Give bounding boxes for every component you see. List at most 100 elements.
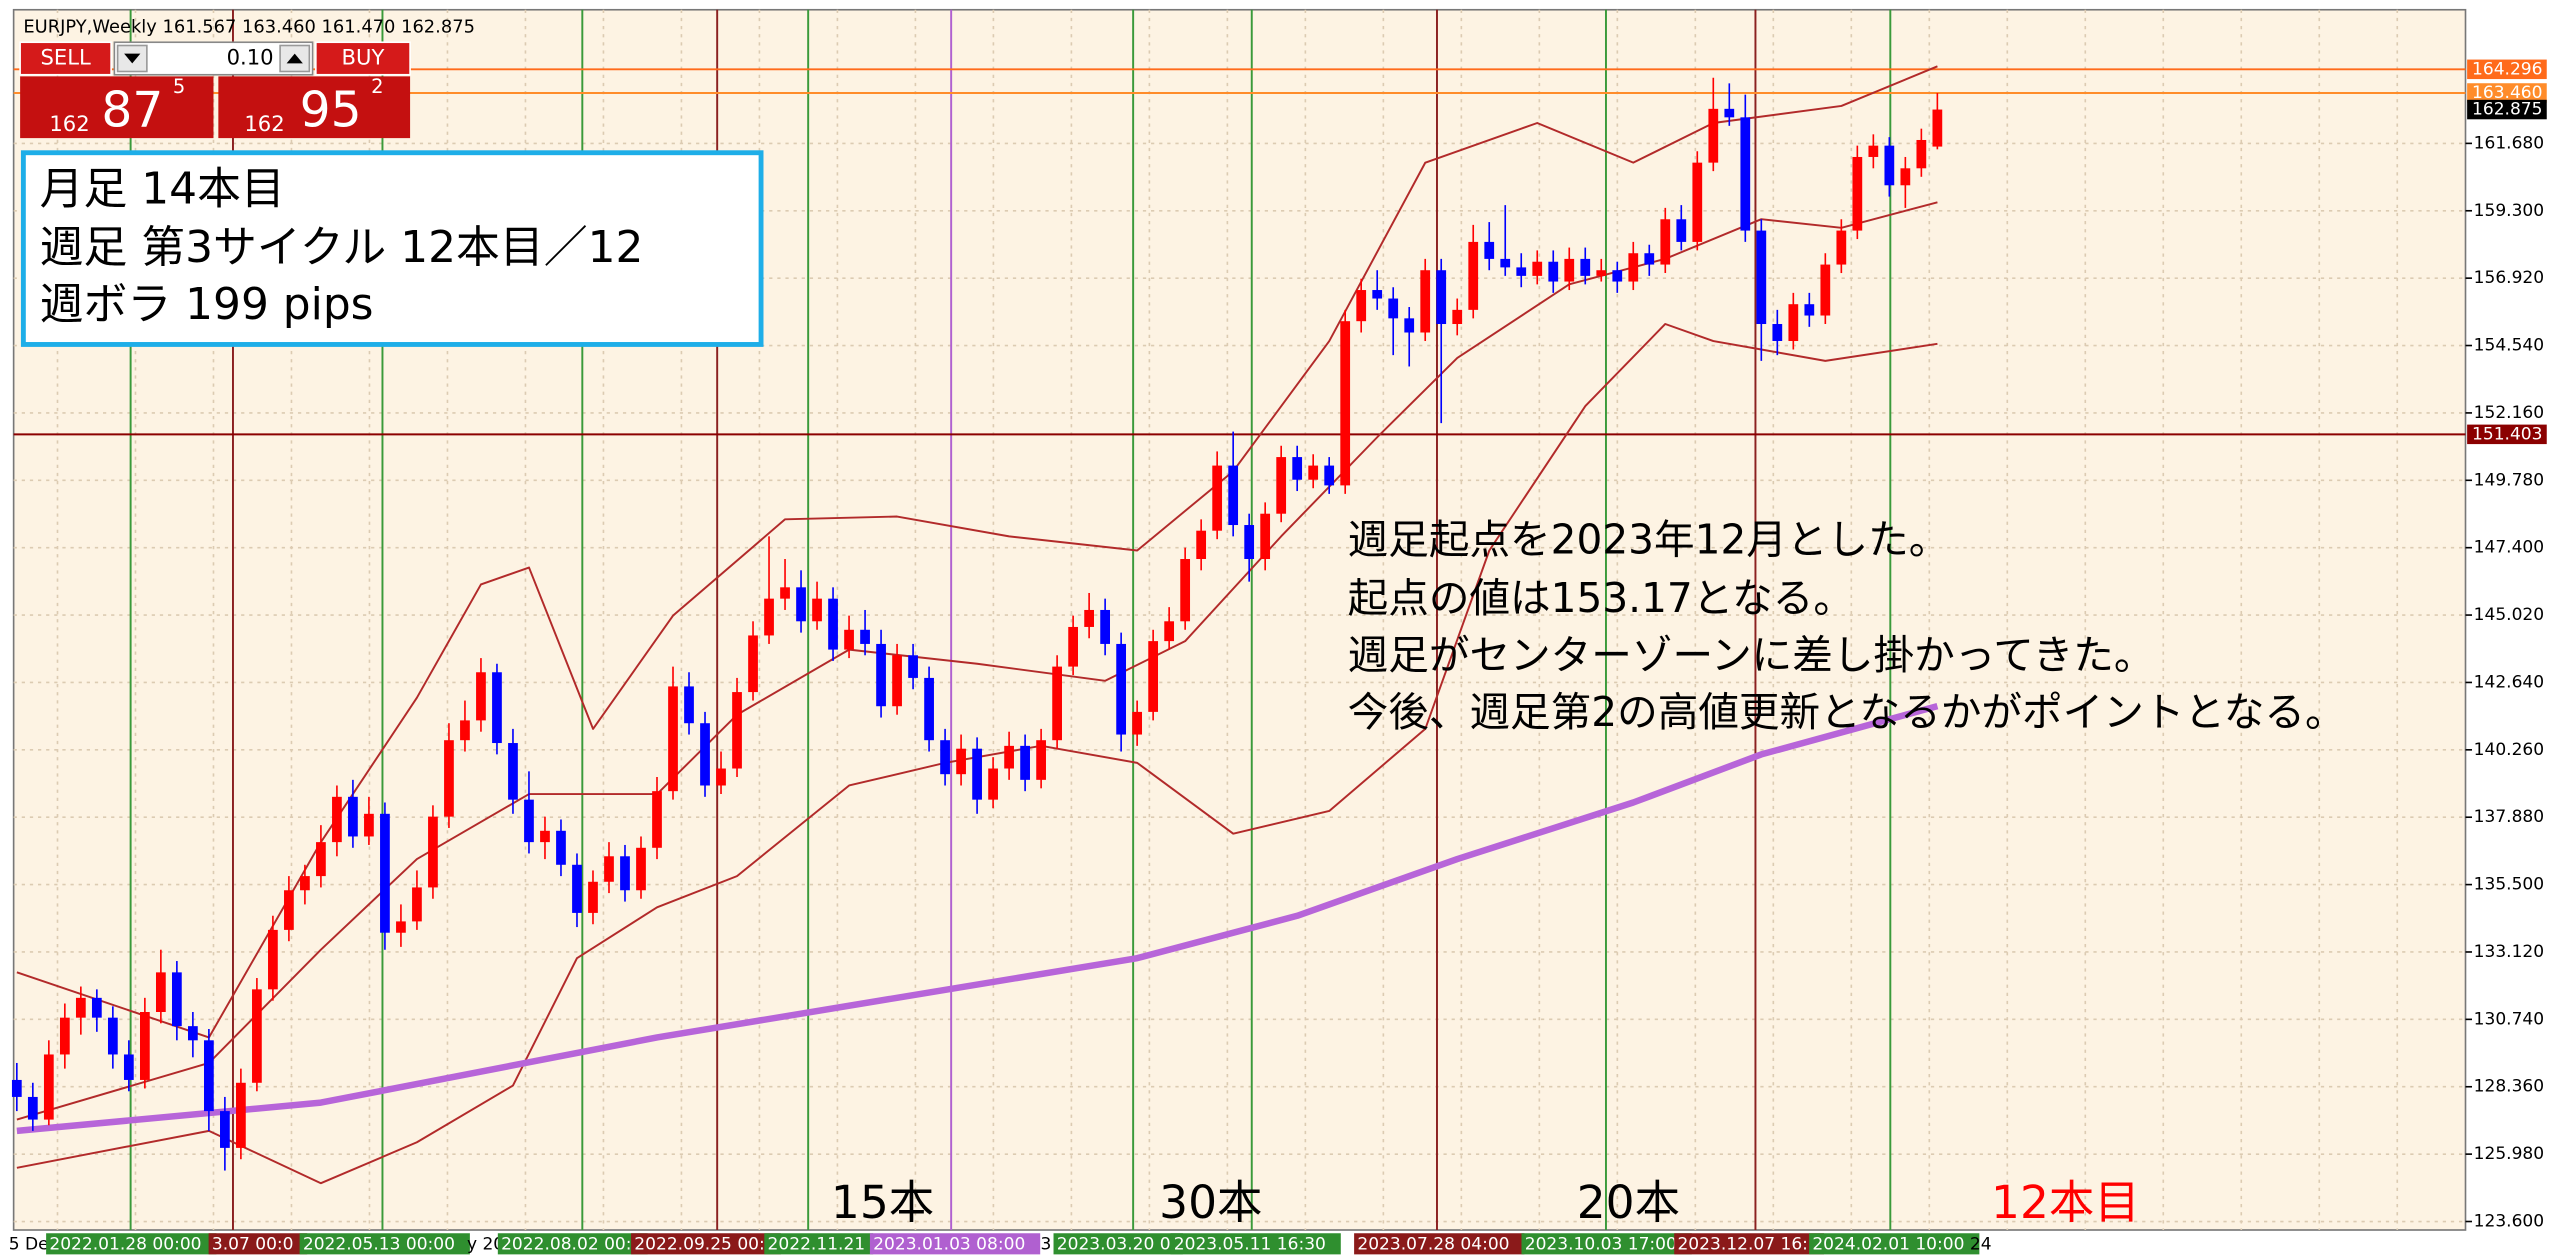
candle-body: [1804, 304, 1815, 316]
time-label-bg: [497, 1233, 648, 1255]
ask-big: 162: [244, 111, 284, 136]
candle-body: [1148, 641, 1159, 712]
time-label-bg: [299, 1233, 470, 1255]
candle-body: [188, 1026, 198, 1041]
candle-body: [204, 1040, 214, 1112]
candle-body: [1500, 258, 1511, 268]
candle-body: [1692, 162, 1703, 242]
candle-body: [1708, 108, 1719, 163]
candle-body: [284, 890, 294, 930]
candle-body: [1036, 740, 1046, 780]
price-label: 151.403: [2472, 424, 2543, 444]
y-tick-label: 135.500: [2474, 875, 2545, 895]
candle-body: [1276, 457, 1287, 514]
y-tick-label: 133.120: [2474, 942, 2545, 962]
y-tick-label: 154.540: [2474, 336, 2545, 356]
ask-pips: 95: [300, 83, 362, 139]
time-label: 24: [1970, 1235, 1992, 1255]
candle-body: [620, 856, 630, 891]
candle-body: [91, 997, 102, 1018]
indicator-line: [16, 65, 1938, 1039]
candle-body: [364, 813, 374, 837]
candle-body: [1356, 290, 1367, 322]
candle-body: [1756, 230, 1767, 325]
candle-body: [1164, 621, 1175, 642]
candle-body: [508, 743, 518, 800]
candle-body: [540, 830, 550, 843]
candle-body: [908, 655, 918, 678]
candle-body: [1852, 156, 1863, 231]
count-label: 15本: [831, 1176, 934, 1229]
time-label: 2023.12.07 16:: [1677, 1235, 1807, 1255]
candle-body: [171, 972, 182, 1027]
candle-body: [972, 748, 982, 800]
candle-body: [876, 643, 886, 707]
candle-body: [75, 997, 86, 1018]
candle-body: [780, 587, 790, 599]
candle-body: [492, 672, 502, 744]
time-label: 2023.07.28 04:00: [1357, 1235, 1509, 1255]
candle-body: [1884, 145, 1895, 186]
candle-body: [1436, 270, 1447, 325]
lot-up[interactable]: [279, 44, 311, 73]
buy-button[interactable]: [315, 41, 411, 76]
candle-body: [1644, 253, 1655, 265]
sell-button[interactable]: [19, 41, 112, 76]
up-arrow: [286, 53, 303, 64]
candle-body: [252, 989, 262, 1083]
count-label: 30本: [1159, 1176, 1262, 1229]
candle-body: [572, 864, 582, 913]
y-tick-label: 142.640: [2474, 672, 2545, 692]
time-label: 2022.05.13 00:00: [303, 1235, 455, 1255]
candle-body: [652, 791, 662, 848]
candle-body: [59, 1017, 70, 1055]
candle-body: [1244, 525, 1255, 560]
time-label: 2024.02.01 10:00: [1812, 1235, 1964, 1255]
candle-body: [155, 972, 166, 1012]
time-label: 2023.05.11 16:30: [1174, 1235, 1326, 1255]
time-label: 2023.03.20 0: [1057, 1235, 1171, 1255]
candle-body: [268, 929, 278, 990]
candle-body: [1020, 745, 1030, 780]
time-label: y 20: [467, 1235, 504, 1255]
candle-body: [1052, 666, 1062, 741]
symbol-header: EURJPY,Weekly 161.567 163.460 161.470 16…: [23, 17, 475, 38]
candle-body: [1212, 465, 1223, 531]
candle-body: [1292, 457, 1303, 480]
time-label: 2023.10.03 17:00: [1525, 1235, 1677, 1255]
price-label: 164.296: [2472, 59, 2543, 79]
candle-body: [812, 598, 822, 622]
candle-body: [732, 692, 742, 769]
candle-body: [1068, 626, 1078, 667]
candle-body: [1420, 270, 1431, 333]
candle-body: [1564, 258, 1575, 282]
candle-body: [1260, 513, 1271, 560]
candle-body: [1596, 270, 1607, 276]
candle-body: [684, 686, 694, 724]
candle-body: [236, 1082, 246, 1148]
bid-box[interactable]: [20, 76, 214, 139]
time-label: 5 De: [9, 1235, 49, 1255]
y-tick-label: 125.980: [2474, 1144, 2545, 1164]
candle-body: [348, 796, 358, 837]
time-label-bg: [764, 1233, 874, 1255]
candle-body: [828, 598, 838, 650]
time-label: 3.07 00:0: [212, 1235, 294, 1255]
candle-body: [1084, 609, 1094, 627]
candle-body: [1628, 253, 1639, 282]
candle-body: [924, 677, 934, 741]
time-label: 3: [1041, 1235, 1052, 1255]
candle-body: [27, 1096, 38, 1120]
price-label: 163.460: [2472, 83, 2543, 103]
time-label: 2023.01.03 08:00: [873, 1235, 1025, 1255]
candle-body: [1788, 304, 1799, 342]
candle-body: [1324, 465, 1335, 486]
candle-body: [1340, 321, 1351, 486]
candle-body: [1932, 109, 1943, 147]
ask-box[interactable]: [218, 76, 411, 139]
candle-body: [1516, 267, 1527, 276]
candle-body: [1532, 261, 1543, 276]
bid-big: 162: [49, 111, 89, 136]
candle-body: [668, 686, 678, 792]
candle-body: [107, 1017, 118, 1055]
